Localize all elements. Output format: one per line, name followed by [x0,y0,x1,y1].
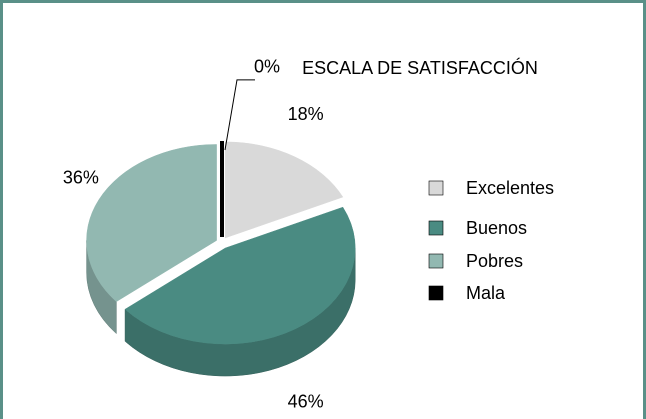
legend-label: Buenos [466,218,527,238]
data-label: 18% [288,104,324,124]
legend-swatch [428,285,444,301]
data-label: 46% [288,391,324,411]
legend-label: Mala [466,283,506,303]
legend-swatch [428,220,444,236]
leader-line [224,79,255,151]
legend-label: Excelentes [466,178,554,198]
chart: ESCALA DE SATISFACCIÓN 18% 46% 36% 0% Excele… [63,57,554,412]
legend-swatch [428,253,444,269]
data-label: 0% [254,57,280,77]
data-label: 36% [63,167,99,187]
slice [124,206,356,345]
chart-title: ESCALA DE SATISFACCIÓN [302,57,538,78]
legend-label: Pobres [466,251,523,271]
slice [224,141,344,239]
slice [86,144,217,302]
legend-swatch [428,180,444,196]
